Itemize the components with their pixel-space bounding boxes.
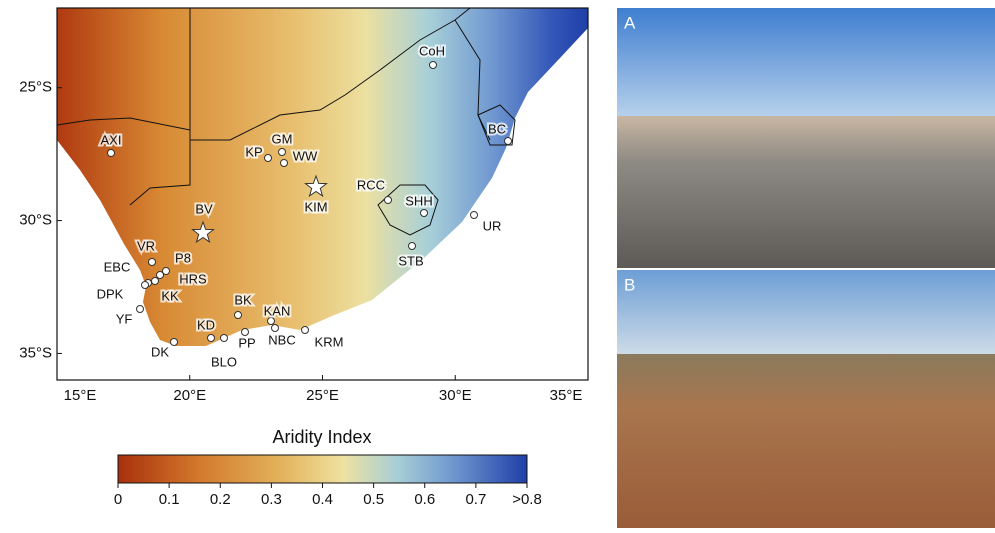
site-label: CoH bbox=[419, 43, 445, 58]
site-label: YF bbox=[116, 311, 133, 326]
site-marker bbox=[272, 325, 279, 332]
site-marker bbox=[302, 327, 309, 334]
site-marker bbox=[242, 329, 249, 336]
site-label: STB bbox=[398, 253, 423, 268]
site-label: KRM bbox=[315, 334, 344, 349]
site-label: VR bbox=[137, 238, 155, 253]
site-marker bbox=[265, 155, 272, 162]
site-label: SHH bbox=[405, 193, 432, 208]
site-marker bbox=[142, 282, 149, 289]
site-label: KP bbox=[245, 144, 262, 159]
y-tick-label: 25°S bbox=[19, 79, 52, 96]
site-label: KAN bbox=[264, 303, 291, 318]
photo-b-ground bbox=[617, 354, 995, 528]
site-label: KK bbox=[161, 288, 179, 303]
y-tick-label: 30°S bbox=[19, 212, 52, 229]
site-marker bbox=[471, 212, 478, 219]
site-label: PP bbox=[238, 335, 255, 350]
site-marker bbox=[385, 197, 392, 204]
site-marker bbox=[108, 150, 115, 157]
x-tick-label: 25°E bbox=[306, 387, 339, 404]
colorbar-tick-label: 0.1 bbox=[159, 491, 180, 508]
x-tick-label: 35°E bbox=[550, 387, 583, 404]
photo-a-sky bbox=[617, 8, 995, 118]
site-marker bbox=[157, 272, 164, 279]
site-label: AXI bbox=[101, 132, 122, 147]
site-marker bbox=[137, 306, 144, 313]
colorbar-title: Aridity Index bbox=[272, 427, 371, 447]
site-label: KD bbox=[197, 317, 215, 332]
colorbar-tick-label: 0.2 bbox=[210, 491, 231, 508]
photo-a-ground bbox=[617, 116, 995, 268]
site-label: UR bbox=[483, 218, 502, 233]
site-label: EBC bbox=[104, 259, 131, 274]
site-label: BC bbox=[488, 121, 506, 136]
site-marker bbox=[149, 259, 156, 266]
x-tick-label: 20°E bbox=[173, 387, 206, 404]
figure: CoH BC AXI GM KP WW KIM RCC SHH UR BV STB VR P8 EBC HRS… bbox=[0, 0, 995, 528]
colorbar-tick-label: >0.8 bbox=[512, 491, 542, 508]
site-label: WW bbox=[293, 148, 318, 163]
photo-b-sky bbox=[617, 270, 995, 356]
site-marker bbox=[279, 149, 286, 156]
site-marker bbox=[505, 138, 512, 145]
site-marker bbox=[421, 210, 428, 217]
site-label: BLO bbox=[211, 354, 237, 369]
site-label: BK bbox=[234, 292, 252, 307]
site-label: P8 bbox=[175, 250, 191, 265]
site-label: KIM bbox=[304, 199, 327, 214]
colorbar-tick-label: 0.7 bbox=[465, 491, 486, 508]
site-label: HRS bbox=[179, 271, 207, 286]
site-label: RCC bbox=[357, 177, 385, 192]
colorbar-tick-label: 0 bbox=[114, 491, 122, 508]
site-label: GM bbox=[272, 131, 293, 146]
site-label: BV bbox=[195, 201, 213, 216]
site-marker bbox=[235, 312, 242, 319]
colorbar-tick-label: 0.4 bbox=[312, 491, 333, 508]
site-label: DK bbox=[151, 344, 169, 359]
site-marker bbox=[430, 62, 437, 69]
photo-label: B bbox=[624, 275, 635, 294]
y-tick-label: 35°S bbox=[19, 344, 52, 361]
site-marker bbox=[268, 318, 275, 325]
site-marker bbox=[281, 160, 288, 167]
colorbar-tick-label: 0.6 bbox=[414, 491, 435, 508]
site-label: NBC bbox=[268, 332, 295, 347]
site-marker bbox=[152, 278, 159, 285]
site-marker bbox=[208, 335, 215, 342]
colorbar-tick-label: 0.5 bbox=[363, 491, 384, 508]
x-tick-label: 30°E bbox=[439, 387, 472, 404]
site-marker bbox=[221, 335, 228, 342]
site-label: DPK bbox=[97, 286, 124, 301]
photo-label: A bbox=[624, 13, 636, 32]
site-marker bbox=[171, 339, 178, 346]
colorbar bbox=[118, 455, 527, 483]
colorbar-tick-label: 0.3 bbox=[261, 491, 282, 508]
site-marker bbox=[409, 243, 416, 250]
x-tick-label: 15°E bbox=[64, 387, 97, 404]
